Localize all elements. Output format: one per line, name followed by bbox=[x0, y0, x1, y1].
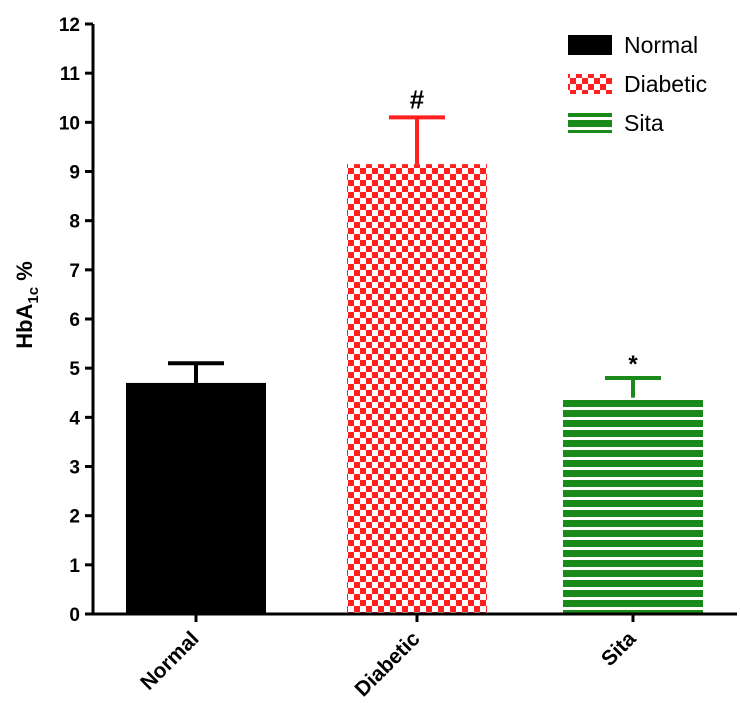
y-tick-label-3: 3 bbox=[69, 458, 80, 479]
y-tick-label-5: 5 bbox=[69, 359, 80, 380]
legend-item-sita: Sita bbox=[568, 110, 664, 136]
annotations-layer: #* bbox=[410, 84, 639, 378]
significance-marker-sita: * bbox=[628, 351, 638, 378]
svg-text:HbA1c %: HbA1c % bbox=[12, 261, 42, 349]
y-tick-label-8: 8 bbox=[69, 212, 80, 233]
y-axis-title: HbA1c % bbox=[12, 261, 42, 349]
y-axis-title-subscript: 1c bbox=[25, 287, 42, 304]
bar-diabetic bbox=[347, 164, 487, 614]
legend-item-diabetic: Diabetic bbox=[568, 71, 707, 97]
y-tick-label-2: 2 bbox=[69, 507, 80, 528]
y-tick-label-9: 9 bbox=[69, 163, 80, 184]
legend-swatch-sita bbox=[568, 113, 612, 133]
x-tick-label-normal: Normal bbox=[136, 627, 203, 694]
x-tick-label-diabetic: Diabetic bbox=[350, 627, 424, 701]
y-tick-label-1: 1 bbox=[69, 556, 80, 577]
legend-label-diabetic: Diabetic bbox=[624, 71, 707, 97]
y-tick-label-10: 10 bbox=[59, 113, 80, 134]
legend-label-sita: Sita bbox=[624, 110, 664, 136]
y-tick-label-7: 7 bbox=[69, 261, 80, 282]
legend-swatch-diabetic bbox=[568, 74, 612, 94]
bar-sita bbox=[563, 397, 703, 614]
y-tick-label-12: 12 bbox=[59, 15, 80, 36]
error-bar-normal bbox=[168, 361, 224, 383]
error-bar-sita bbox=[605, 376, 661, 398]
legend-swatch-normal bbox=[568, 35, 612, 55]
legend: Normal Diabetic Sita bbox=[568, 32, 707, 136]
error-bar-diabetic bbox=[389, 115, 445, 165]
bars-layer bbox=[126, 164, 703, 614]
legend-label-normal: Normal bbox=[624, 32, 698, 58]
error-bars-layer bbox=[168, 115, 661, 398]
y-axis-title-unit: % bbox=[12, 261, 37, 287]
legend-item-normal: Normal bbox=[568, 32, 698, 58]
y-tick-label-11: 11 bbox=[60, 64, 81, 85]
y-tick-label-0: 0 bbox=[69, 605, 80, 626]
x-tick-label-sita: Sita bbox=[597, 627, 641, 671]
bar-normal bbox=[126, 382, 266, 614]
x-tick-labels-layer: Normal Diabetic Sita bbox=[136, 627, 641, 701]
y-tick-label-4: 4 bbox=[69, 408, 80, 429]
significance-marker-diabetic: # bbox=[410, 84, 425, 114]
y-tick-label-6: 6 bbox=[69, 310, 80, 331]
y-axis-title-main: HbA bbox=[12, 303, 37, 348]
